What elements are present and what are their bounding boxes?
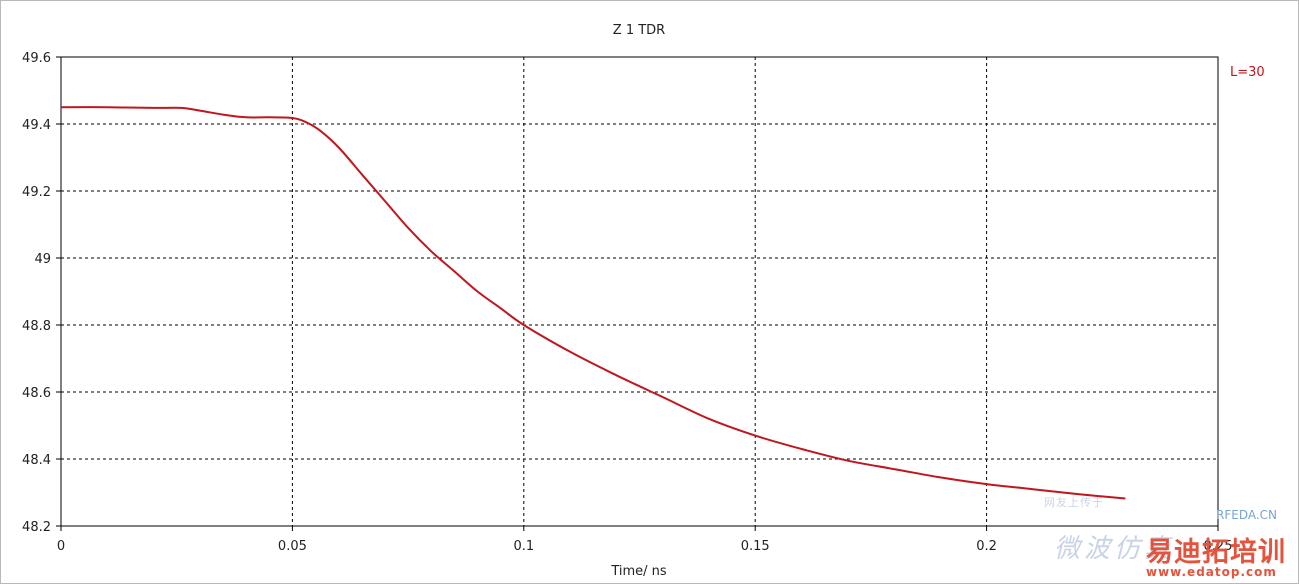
legend-label-L30: L=30 [1230,65,1265,80]
chart-title: Z 1 TDR [613,23,665,38]
y-tick-label: 48.4 [22,453,51,468]
x-tick-label: 0 [57,539,65,554]
y-axis: 48.2 48.4 48.6 48.8 49 49.2 49.4 49.6 [22,51,61,535]
x-tick-label: 0.1 [513,539,534,554]
y-tick-label: 48.2 [22,520,51,535]
x-tick-label: 0.2 [976,539,997,554]
plot-area-border [60,56,1219,527]
y-tick-label: 48.8 [22,319,51,334]
watermark-url: www.edatop.com [1146,565,1277,579]
y-tick-label: 48.6 [22,386,51,401]
y-tick-label: 49 [34,252,51,267]
x-tick-label: 0.15 [741,539,770,554]
watermark-logo-text: 微波仿真 [1054,534,1175,564]
watermark-site: RFEDA.CN [1216,508,1278,522]
x-tick-label: 0.25 [1204,539,1233,554]
grid-lines [61,57,1218,526]
watermark-text: 网友上传于 [1044,496,1104,509]
y-tick-label: 49.6 [22,51,51,66]
y-tick-label: 49.2 [22,185,51,200]
x-tick-label: 0.05 [278,539,307,554]
watermark-brand: 易迪拓培训 [1146,537,1286,568]
series-line-L30 [60,106,1126,500]
x-axis: 0 0.05 0.1 0.15 0.2 0.25 [57,526,1233,554]
legend: L=30 [1230,65,1265,80]
x-axis-label: Time/ ns [610,564,667,579]
y-tick-label: 49.4 [22,118,51,133]
